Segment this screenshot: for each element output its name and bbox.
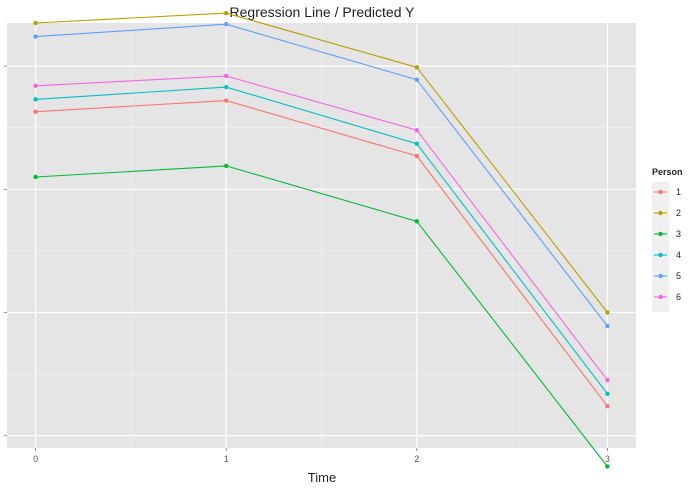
data-point-person-4	[223, 84, 229, 90]
series-lines	[35, 12, 608, 467]
data-point-person-4	[33, 97, 38, 102]
legend-key-point	[658, 294, 663, 300]
data-point-person-3	[223, 163, 229, 169]
legend-key-point	[658, 231, 663, 237]
legend-label-person-5: 5	[676, 271, 681, 281]
legend-label-person-4: 4	[676, 250, 681, 260]
series-line-person-4	[35, 86, 608, 395]
data-point-person-4	[605, 391, 610, 396]
data-point-person-1	[33, 109, 38, 114]
series-line-person-5	[35, 23, 608, 327]
data-point-person-2	[414, 65, 420, 70]
legend-label-person-1: 1	[676, 187, 681, 197]
data-point-person-3	[33, 174, 38, 180]
legend-label-person-6: 6	[676, 292, 681, 302]
x-tick-label: 0	[33, 454, 38, 464]
data-point-person-6	[223, 73, 229, 79]
data-point-person-5	[605, 323, 610, 329]
data-point-person-3	[605, 464, 610, 469]
x-tick-label: 2	[414, 454, 419, 464]
legend-key-point	[658, 252, 663, 258]
data-point-person-5	[223, 22, 229, 27]
data-point-person-2	[605, 310, 610, 315]
data-point-person-6	[605, 378, 610, 383]
data-point-person-5	[414, 77, 420, 82]
legend: Person 1 2 3 4 5 6	[652, 167, 683, 312]
series-line-person-2	[35, 12, 608, 313]
legend-key-point	[658, 210, 663, 216]
series-line-person-3	[35, 165, 608, 467]
data-point-person-6	[414, 127, 420, 133]
x-axis-label: Time	[308, 470, 336, 485]
legend-key-background	[652, 182, 669, 312]
data-point-person-2	[33, 20, 38, 26]
legend-label-person-2: 2	[676, 208, 681, 218]
chart-title: Regression Line / Predicted Y	[230, 4, 416, 20]
x-axis-ticks: 0 1 2 3	[33, 448, 610, 464]
y-axis-ticks	[4, 65, 7, 437]
data-point-person-5	[33, 34, 38, 39]
data-point-person-6	[33, 83, 38, 89]
series-line-person-6	[35, 75, 608, 381]
x-tick-label: 3	[605, 454, 610, 464]
data-point-person-1	[414, 153, 420, 159]
legend-key-point	[658, 189, 663, 195]
legend-title: Person	[652, 167, 683, 177]
data-point-person-4	[414, 141, 420, 146]
series-points	[33, 10, 610, 469]
data-point-person-2	[223, 10, 229, 16]
legend-key-point	[658, 273, 663, 279]
data-point-person-1	[605, 403, 610, 409]
data-point-person-3	[414, 219, 420, 224]
data-point-person-1	[223, 98, 229, 103]
series-line-person-1	[35, 100, 608, 407]
x-tick-label: 1	[224, 454, 229, 464]
legend-label-person-3: 3	[676, 229, 681, 239]
grid-lines	[7, 23, 636, 448]
